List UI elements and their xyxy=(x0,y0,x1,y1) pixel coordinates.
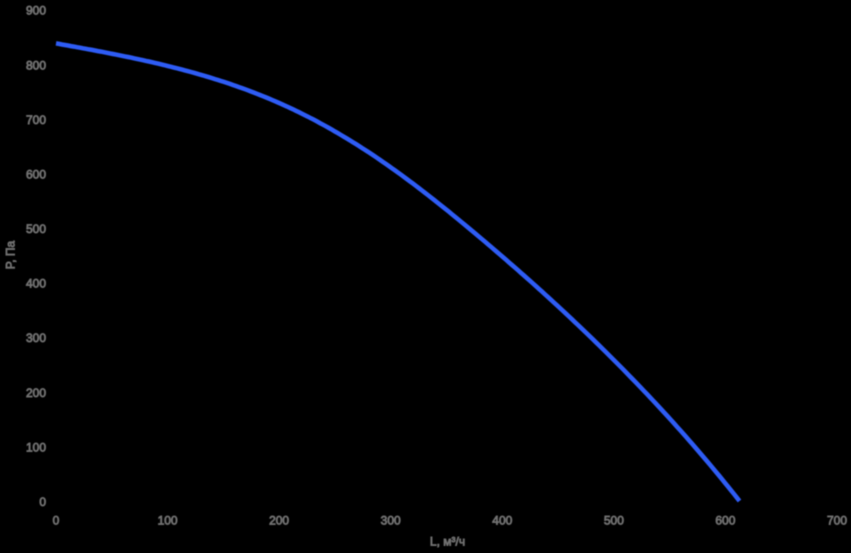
svg-text:700: 700 xyxy=(827,513,847,527)
svg-text:800: 800 xyxy=(26,58,46,72)
svg-text:P, Па: P, Па xyxy=(4,240,18,269)
svg-text:0: 0 xyxy=(53,513,60,527)
svg-text:400: 400 xyxy=(26,277,46,291)
svg-text:500: 500 xyxy=(26,222,46,236)
svg-text:100: 100 xyxy=(26,440,46,454)
svg-text:200: 200 xyxy=(26,386,46,400)
svg-text:300: 300 xyxy=(26,331,46,345)
svg-text:400: 400 xyxy=(492,513,512,527)
svg-text:600: 600 xyxy=(26,168,46,182)
svg-text:900: 900 xyxy=(26,4,46,18)
svg-text:300: 300 xyxy=(381,513,401,527)
svg-text:100: 100 xyxy=(158,513,178,527)
svg-text:500: 500 xyxy=(604,513,624,527)
svg-text:700: 700 xyxy=(26,113,46,127)
svg-text:200: 200 xyxy=(269,513,289,527)
svg-text:600: 600 xyxy=(715,513,735,527)
svg-text:0: 0 xyxy=(39,495,46,509)
svg-text:L, м³/ч: L, м³/ч xyxy=(430,534,465,548)
